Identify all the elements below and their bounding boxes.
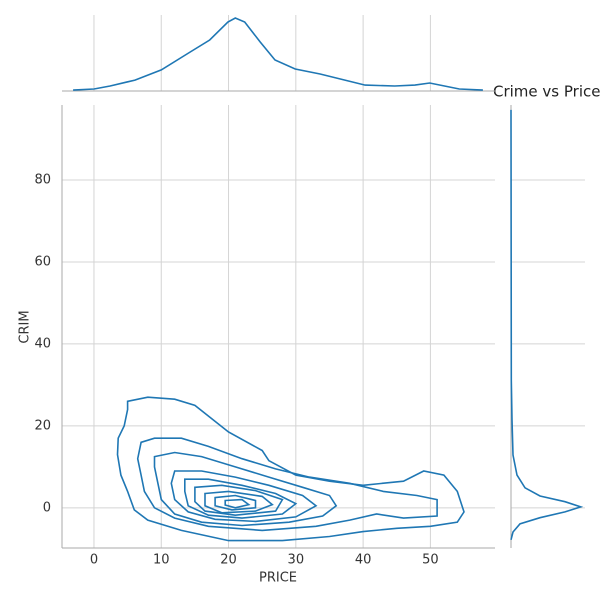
x-tick-label: 10 (153, 553, 170, 568)
marginal-y-kde (510, 109, 584, 540)
y-tick-label: 0 (43, 500, 51, 515)
kde-contour (116, 396, 465, 542)
x-tick-label: 30 (288, 553, 305, 568)
kde-contour (170, 470, 318, 523)
x-tick-label: 40 (355, 553, 372, 568)
kde-contour (184, 478, 298, 519)
kde-contour (214, 494, 257, 511)
marginal-x-kde (73, 17, 483, 91)
chart-title: Crime vs Price (493, 83, 600, 101)
y-tick-label: 60 (34, 254, 51, 269)
kde-contour (194, 484, 284, 517)
y-axis-label: CRIM (18, 310, 33, 343)
y-tick-label: 80 (34, 172, 51, 187)
x-tick-label: 20 (220, 553, 237, 568)
kde-contour (224, 498, 251, 509)
kde-contour (136, 437, 438, 532)
x-tick-label: 50 (422, 553, 439, 568)
y-tick-label: 20 (34, 418, 51, 433)
x-tick-label: 0 (90, 553, 98, 568)
kde-contour (204, 490, 274, 514)
y-tick-label: 40 (34, 336, 51, 351)
x-axis-label: PRICE (259, 571, 297, 586)
kde-contour (153, 451, 338, 527)
